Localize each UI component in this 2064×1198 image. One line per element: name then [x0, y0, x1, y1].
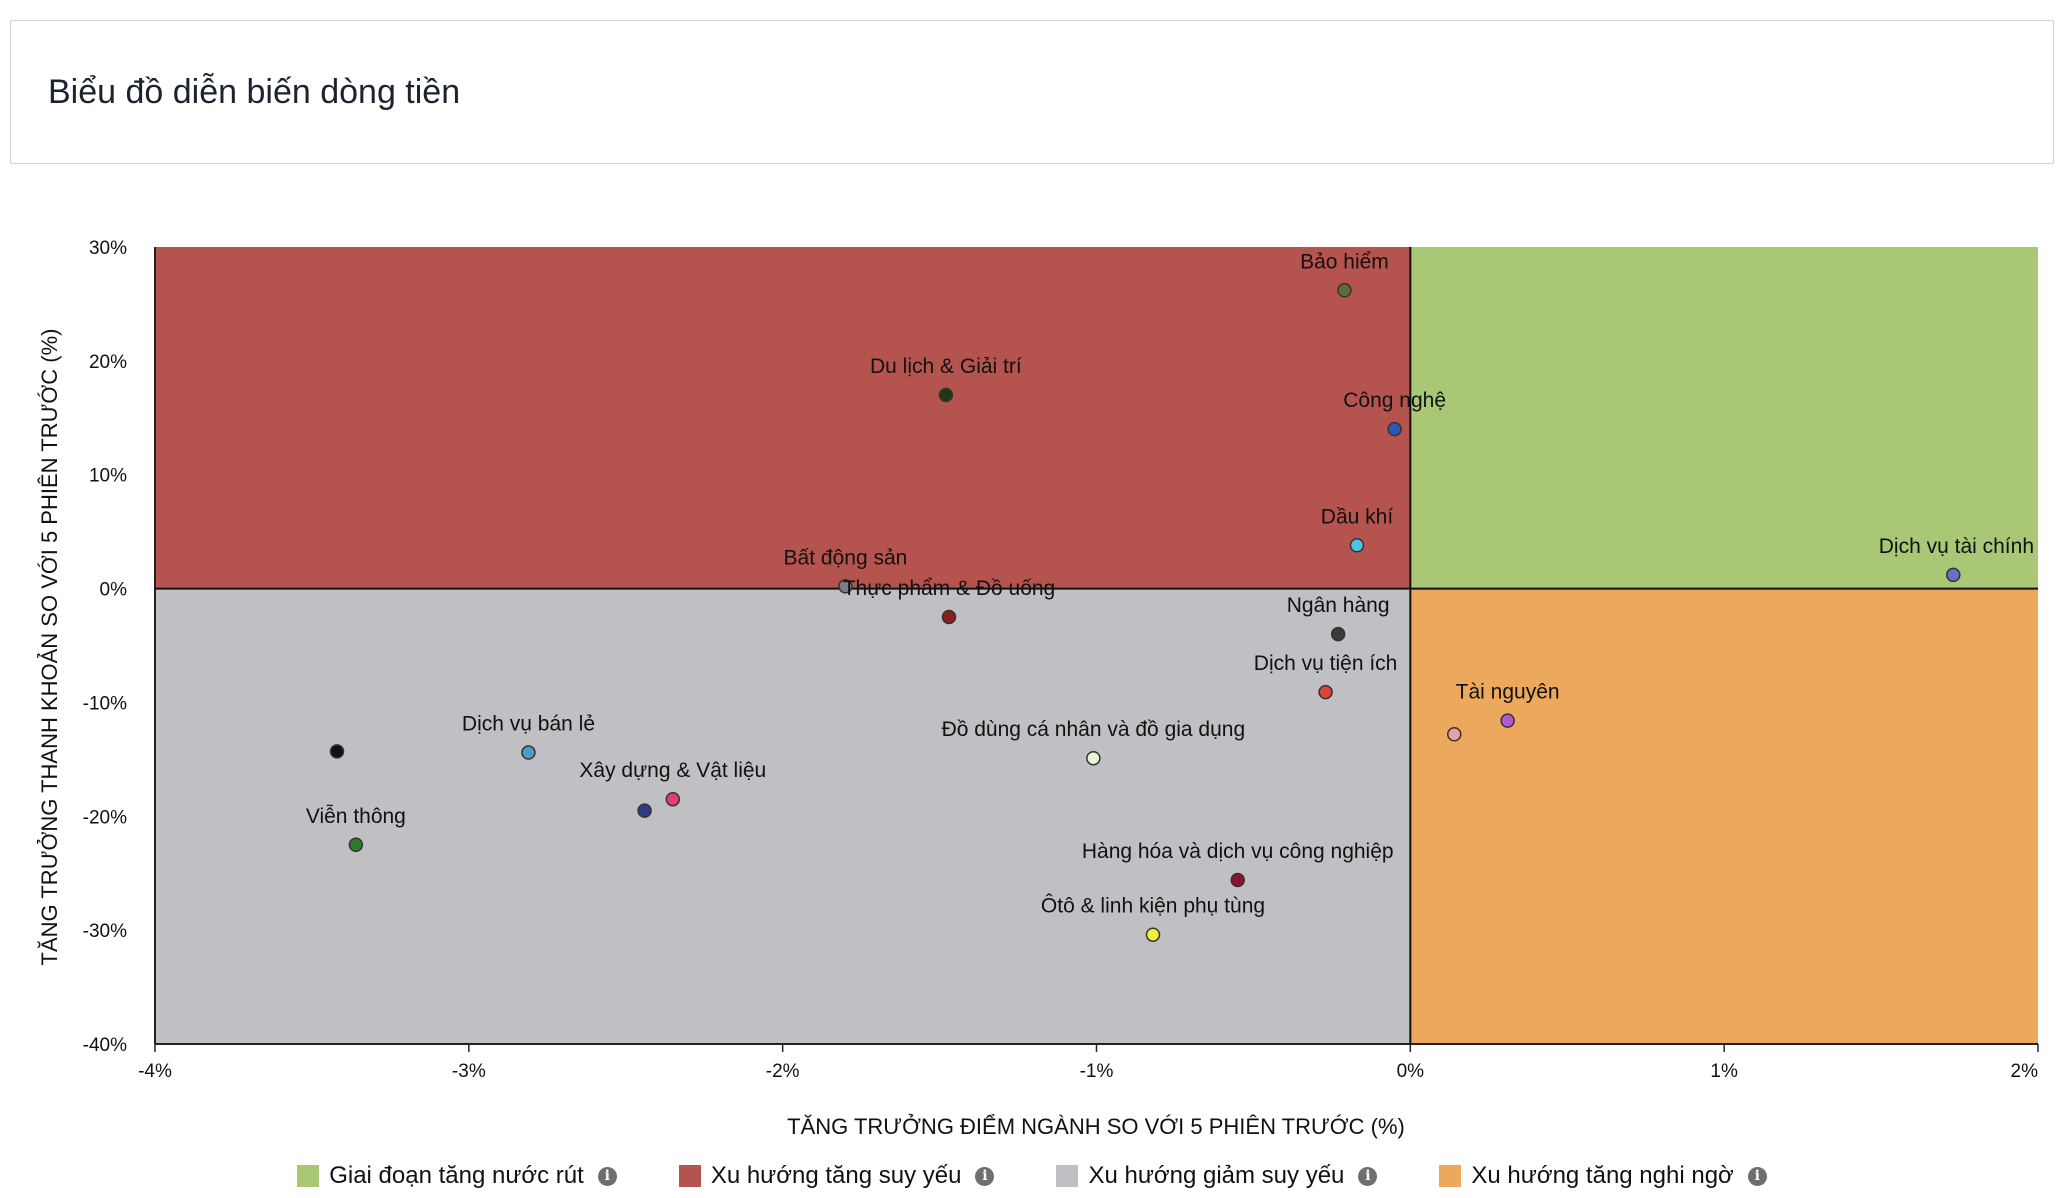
x-axis-ticks: -4% -3% -2% -1% 0% 1% 2% [138, 1044, 2039, 1082]
data-point[interactable] [521, 745, 536, 760]
info-icon[interactable]: i [1747, 1166, 1767, 1186]
x-tick-label: 2% [2011, 1061, 2039, 1082]
point-label: Tài nguyên [1456, 681, 1560, 704]
x-tick-label: 0% [1397, 1061, 1425, 1082]
point-label: Viễn thông [306, 805, 406, 828]
data-point[interactable] [665, 791, 681, 807]
data-point[interactable] [329, 744, 345, 759]
x-tick-label: -1% [1080, 1061, 1114, 1082]
point-label: Dầu khí [1321, 505, 1394, 528]
point-label: Ngân hàng [1287, 594, 1390, 617]
data-point[interactable] [1318, 684, 1333, 700]
point-label: Dịch vụ tiện ích [1254, 652, 1398, 675]
legend-item[interactable]: Xu hướng tăng nghi ngờ i [1439, 1158, 1767, 1194]
data-point[interactable] [1946, 567, 1961, 583]
point-label: Hàng hóa và dịch vụ công nghiệp [1082, 840, 1394, 863]
point-label: Bảo hiểm [1300, 250, 1389, 273]
y-tick-label: -10% [83, 693, 127, 714]
data-point[interactable] [1145, 927, 1161, 942]
legend-item[interactable]: Xu hướng tăng suy yếu i [678, 1158, 995, 1194]
cash-flow-scatter-chart: 30% 20% 10% 0% -10% -20% -30% -40% -4% -3% -2% -1%… [37, 238, 2039, 1139]
legend-swatch [1439, 1165, 1462, 1187]
legend-item[interactable]: Giai đoạn tăng nước rút i [297, 1158, 617, 1194]
data-point[interactable] [938, 387, 954, 403]
point-label: Ôtô & linh kiện phụ tùng [1041, 895, 1265, 918]
x-axis-title: TĂNG TRƯỞNG ĐIỂM NGÀNH SO VỚI 5 PHIÊN TR… [787, 1114, 1405, 1139]
quadrant-3 [1410, 588, 2038, 1044]
data-point[interactable] [838, 579, 853, 594]
data-point[interactable] [1230, 872, 1245, 888]
legend-label: Xu hướng tăng suy yếu [710, 1162, 962, 1189]
data-point[interactable] [1330, 626, 1346, 642]
x-tick-label: -3% [452, 1061, 486, 1082]
y-tick-label: -40% [83, 1035, 127, 1056]
legend-item[interactable]: Xu hướng giảm suy yếu i [1056, 1158, 1378, 1194]
x-tick-label: 1% [1710, 1061, 1738, 1082]
y-tick-label: -20% [83, 807, 127, 828]
quadrant-0 [1410, 247, 2038, 589]
data-point[interactable] [348, 837, 364, 852]
point-label: Xây dựng & Vật liệu [579, 759, 766, 782]
legend-label: Xu hướng giảm suy yếu [1088, 1162, 1345, 1189]
point-label: Công nghệ [1343, 389, 1446, 412]
data-point[interactable] [637, 803, 652, 818]
legend-label: Xu hướng tăng nghi ngờ [1471, 1162, 1734, 1189]
info-icon[interactable]: i [597, 1166, 617, 1186]
legend-swatch [1056, 1165, 1079, 1187]
y-tick-label: -30% [83, 921, 127, 942]
quadrant-2 [155, 588, 1411, 1044]
x-tick-label: -4% [138, 1061, 172, 1082]
y-tick-label: 20% [89, 352, 127, 373]
quadrant-1 [155, 247, 1411, 589]
data-point[interactable] [1500, 713, 1515, 728]
y-tick-label: 30% [89, 238, 127, 259]
info-icon[interactable]: i [975, 1166, 995, 1186]
page-title: Biểu đồ diễn biến dòng tiền [48, 73, 461, 111]
point-label: Đồ dùng cá nhân và đồ gia dụng [942, 718, 1246, 741]
data-points [329, 283, 1961, 942]
legend-swatch [678, 1165, 701, 1187]
data-point[interactable] [1349, 538, 1365, 553]
point-label: Bất động sản [784, 546, 908, 569]
legend-swatch [297, 1165, 320, 1187]
data-point[interactable] [1086, 750, 1101, 766]
point-label: Thực phẩm & Đồ uống [843, 577, 1056, 600]
y-tick-label: 10% [89, 466, 127, 487]
y-tick-label: 0% [100, 580, 128, 601]
point-label: Dịch vụ tài chính [1879, 535, 2034, 558]
y-axis-title: TĂNG TRƯỞNG THANH KHOẢN SO VỚI 5 PHIÊN T… [37, 329, 62, 966]
info-icon[interactable]: i [1358, 1166, 1378, 1186]
point-label: Dịch vụ bán lẻ [462, 713, 595, 736]
x-tick-label: -2% [766, 1061, 800, 1082]
data-point[interactable] [1447, 727, 1462, 742]
legend-label: Giai đoạn tăng nước rút [329, 1162, 584, 1189]
data-point[interactable] [1337, 283, 1352, 298]
point-label: Du lịch & Giải trí [870, 355, 1022, 378]
y-axis-ticks: 30% 20% 10% 0% -10% -20% -30% -40% [83, 238, 127, 1056]
legend: Giai đoạn tăng nước rút i Xu hướng tăng su… [0, 1158, 2064, 1194]
title-card: Biểu đồ diễn biến dòng tiền [10, 20, 2054, 164]
point-labels: Bảo hiểm Du lịch & Giải trí Công nghệ Dầu k… [306, 250, 2034, 917]
quadrant-backgrounds [155, 247, 2038, 1044]
data-point[interactable] [941, 609, 957, 625]
data-point[interactable] [1387, 421, 1402, 437]
